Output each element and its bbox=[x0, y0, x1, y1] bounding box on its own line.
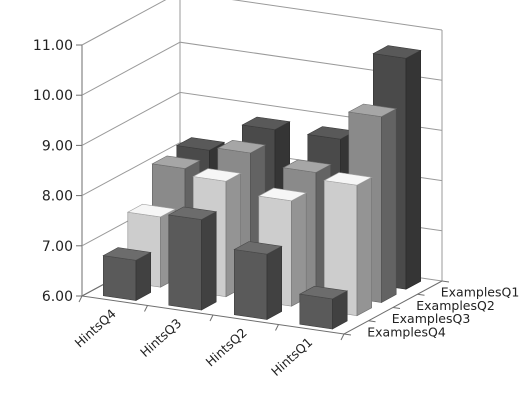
bar bbox=[233, 241, 283, 321]
bar-top-face bbox=[323, 172, 373, 186]
bar-top-face bbox=[347, 103, 398, 118]
x-tick-mark bbox=[209, 314, 214, 322]
series-label: ExamplesQ3 bbox=[392, 311, 471, 326]
bar-side-face bbox=[356, 176, 373, 317]
bar-side-face bbox=[291, 192, 307, 307]
x-tick-mark bbox=[78, 295, 83, 303]
bar-front-face bbox=[234, 249, 268, 320]
z-tick-mark bbox=[392, 307, 401, 309]
x-tick-label: HintsQ2 bbox=[203, 325, 250, 370]
z-tick-mark bbox=[368, 320, 376, 323]
series-label: ExamplesQ2 bbox=[416, 298, 495, 313]
bar-top-face bbox=[257, 187, 308, 202]
bar bbox=[102, 247, 152, 302]
x-tick-mark bbox=[275, 324, 279, 331]
z-tick-mark bbox=[343, 333, 352, 336]
bar bbox=[323, 172, 373, 317]
bar-top-face bbox=[282, 159, 332, 173]
bar-side-face bbox=[266, 245, 283, 321]
bar-top-face bbox=[372, 45, 422, 59]
z-tick-mark bbox=[441, 280, 450, 283]
bar-side-face bbox=[381, 108, 397, 304]
bar-front-face bbox=[299, 293, 333, 330]
x-tick-label: HintsQ4 bbox=[72, 306, 119, 351]
bar-top-face bbox=[216, 139, 267, 154]
bar-top-face bbox=[233, 241, 283, 255]
x-tick-label: HintsQ1 bbox=[268, 334, 315, 379]
bar-top-face bbox=[151, 155, 201, 169]
bar-side-face bbox=[201, 211, 217, 311]
series-label: ExamplesQ4 bbox=[367, 324, 446, 339]
bar-top-face bbox=[126, 203, 177, 218]
y-tick-label: 8.00 bbox=[42, 189, 73, 205]
bar-top-face bbox=[241, 116, 291, 131]
bar-front-face bbox=[103, 255, 137, 301]
bar bbox=[167, 206, 218, 311]
chart-bars bbox=[102, 45, 422, 330]
y-tick-label: 11.00 bbox=[33, 38, 73, 54]
x-tick-label: HintsQ3 bbox=[137, 315, 184, 360]
bar-front-face bbox=[168, 214, 202, 311]
y-tick-label: 7.00 bbox=[42, 239, 73, 255]
y-tick-label: 6.00 bbox=[42, 289, 73, 305]
z-tick-mark bbox=[417, 293, 425, 296]
bar-side-face bbox=[135, 251, 151, 302]
bar-top-face bbox=[102, 247, 152, 261]
bar-top-face bbox=[192, 168, 242, 182]
bar-top-face bbox=[175, 137, 226, 151]
bar-top-face bbox=[167, 206, 218, 220]
y-tick-label: 9.00 bbox=[42, 138, 73, 154]
x-tick-mark bbox=[340, 333, 345, 341]
gridline bbox=[81, 0, 443, 46]
bar-side-face bbox=[405, 49, 422, 290]
x-tick-mark bbox=[144, 305, 148, 312]
bar bbox=[298, 285, 349, 330]
series-label: ExamplesQ1 bbox=[441, 285, 520, 300]
gridline bbox=[81, 41, 443, 96]
bar-top-face bbox=[298, 285, 349, 300]
y-tick-label: 10.00 bbox=[33, 88, 73, 104]
